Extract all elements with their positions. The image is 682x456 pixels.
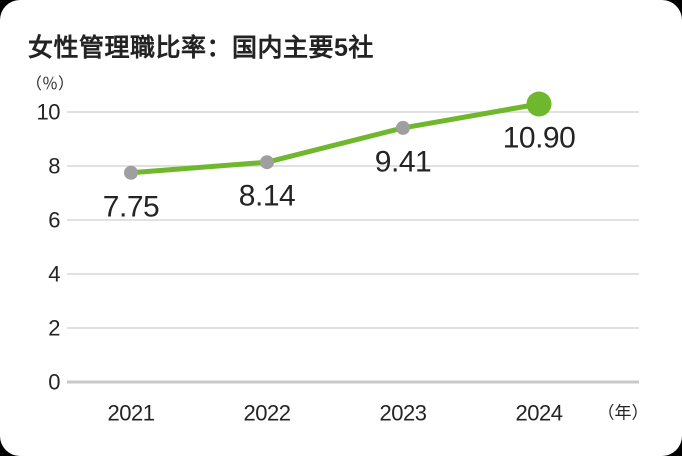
y-tick-label: 10 [37,100,61,125]
y-tick-label: 0 [48,370,60,395]
data-point [124,165,138,180]
chart-title: 女性管理職比率：国内主要5社 [28,34,374,62]
x-axis-unit-label: （年） [598,404,649,423]
data-point [260,155,274,170]
y-tick-label: 4 [48,262,60,287]
series-line [128,101,542,176]
data-point-label: 10.90 [503,122,576,155]
y-tick-label: 2 [48,316,60,341]
x-tick-label: 2021 [108,401,155,426]
series-group: 7.75 8.14 9.41 10.90 [103,91,576,223]
data-point-label: 7.75 [103,190,159,223]
gridlines-group: 0 2 4 6 8 10 2021 2022 2023 2024 [37,100,639,426]
x-tick-label: 2024 [516,401,563,426]
data-point [396,120,410,135]
data-point [526,91,552,117]
data-point-label: 8.14 [239,180,295,213]
x-tick-label: 2023 [380,401,427,426]
y-tick-label: 8 [48,154,60,179]
y-tick-label: 6 [48,208,60,233]
data-point-label: 9.41 [375,145,431,178]
y-axis-unit-label: （％） [26,76,75,93]
x-tick-label: 2022 [244,401,291,426]
